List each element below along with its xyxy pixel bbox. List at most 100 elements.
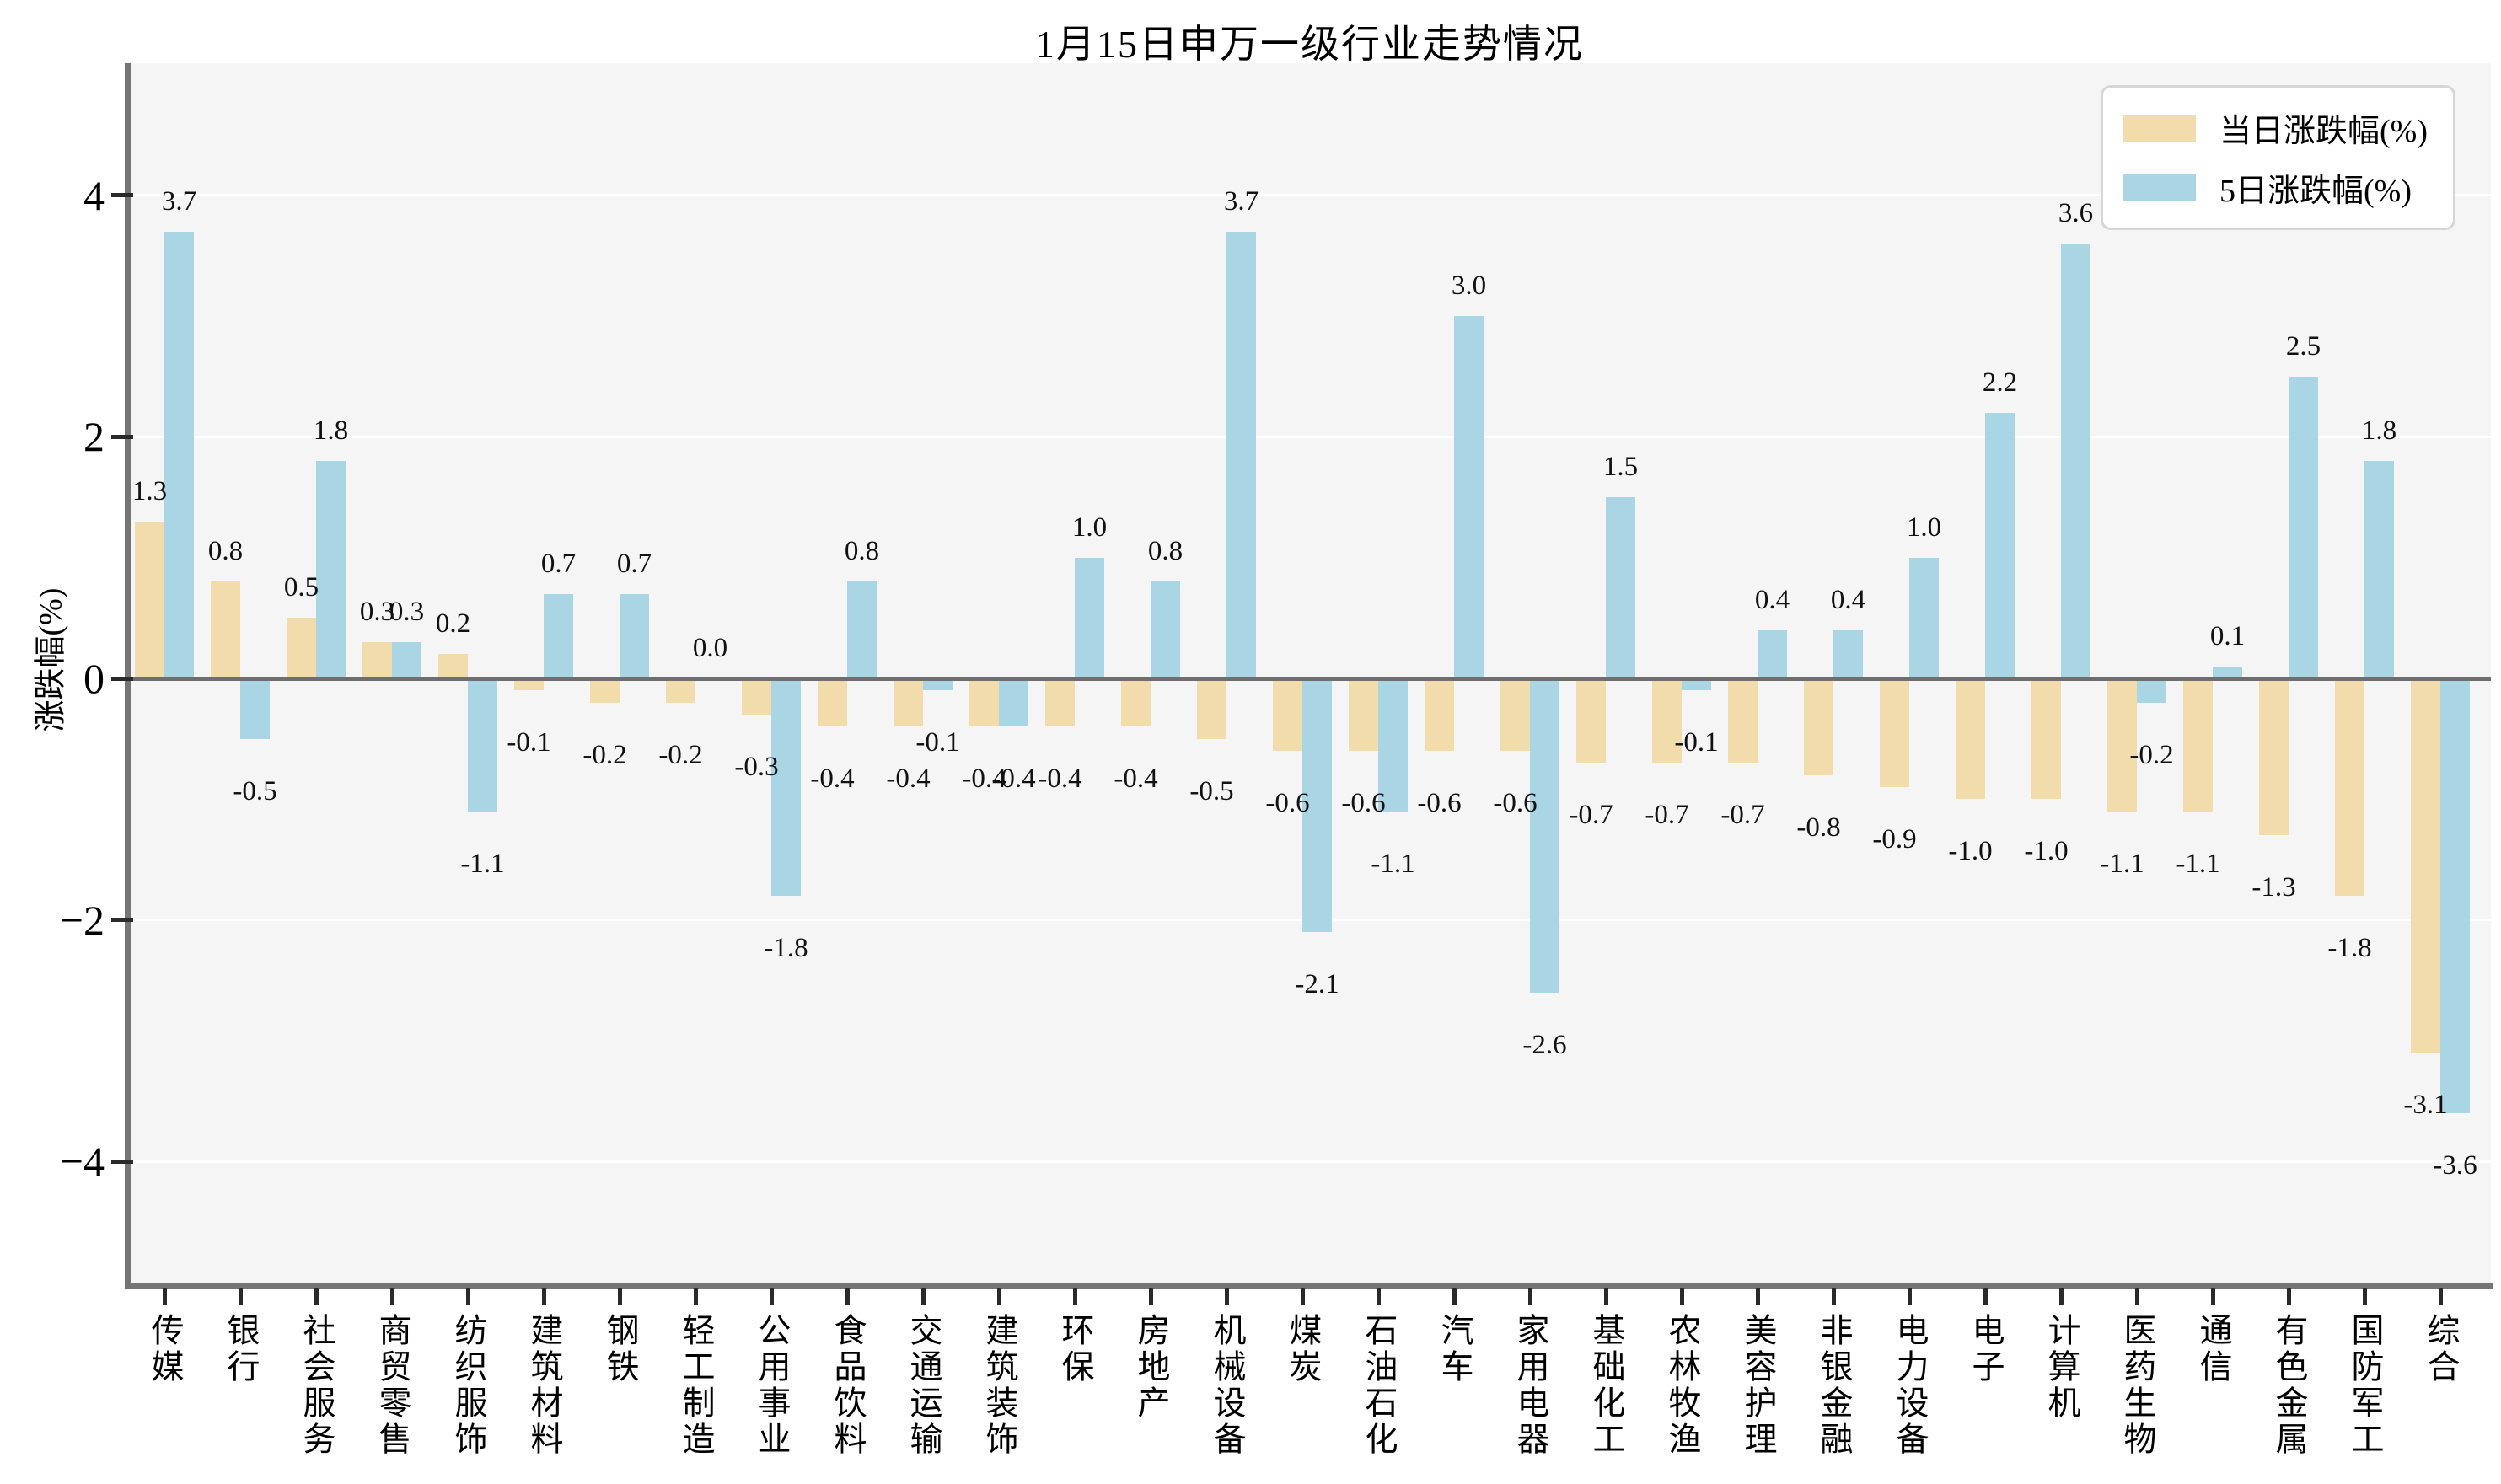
- x-tick-label-建筑材料: 建筑材料: [526, 1313, 562, 1458]
- bar-value-5day-家用电器: -2.6: [1522, 1029, 1567, 1060]
- bar-value-5day-非银金融: 0.4: [1830, 584, 1866, 615]
- bar-value-daily-轻工制造: -0.2: [658, 739, 703, 770]
- bar-5day-基础化工: [1606, 497, 1635, 678]
- bar-value-daily-煤炭: -0.6: [1265, 787, 1310, 818]
- bar-value-5day-食品饮料: 0.8: [844, 536, 880, 567]
- x-tick-轻工制造: [693, 1288, 698, 1305]
- y-tick-label-0: 0: [83, 655, 105, 702]
- bar-5day-建筑装饰: [999, 678, 1028, 727]
- bar-value-5day-煤炭: -2.1: [1295, 968, 1339, 999]
- bar-value-5day-交通运输: -0.1: [915, 727, 960, 758]
- bar-value-daily-食品饮料: -0.4: [810, 763, 855, 795]
- bar-daily-交通运输: [894, 678, 923, 727]
- bar-5day-商贸零售: [392, 642, 421, 678]
- bar-value-daily-国防军工: -1.8: [2327, 932, 2372, 963]
- bar-value-5day-钢铁: 0.7: [616, 548, 652, 579]
- bar-value-5day-有色金属: 2.5: [2285, 330, 2321, 362]
- bar-5day-医药生物: [2137, 678, 2166, 703]
- bar-daily-农林牧渔: [1652, 678, 1682, 763]
- bar-value-5day-石油石化: -1.1: [1371, 848, 1415, 879]
- bar-5day-国防军工: [2364, 461, 2394, 678]
- bar-value-5day-基础化工: 1.5: [1602, 452, 1639, 483]
- bar-daily-传媒: [135, 521, 164, 678]
- x-tick-机械设备: [1224, 1288, 1229, 1305]
- bar-value-daily-计算机: -1.0: [2024, 836, 2069, 867]
- bar-value-daily-石油石化: -0.6: [1341, 787, 1386, 818]
- bar-5day-机械设备: [1226, 231, 1256, 678]
- x-tick-国防军工: [2362, 1288, 2367, 1305]
- bar-5day-电力设备: [1909, 557, 1939, 678]
- legend-entry-1: 5日涨跌幅(%): [2123, 164, 2428, 211]
- bar-value-5day-环保: 1.0: [1071, 512, 1108, 543]
- bar-daily-环保: [1045, 678, 1075, 727]
- y-tick-0: [111, 676, 133, 681]
- x-tick-label-公用事业: 公用事业: [754, 1313, 790, 1458]
- bar-value-daily-通信: -1.1: [2176, 848, 2220, 879]
- x-tick-label-轻工制造: 轻工制造: [678, 1313, 714, 1458]
- bar-daily-汽车: [1425, 678, 1454, 751]
- x-tick-label-综合: 综合: [2423, 1313, 2459, 1385]
- x-tick-label-农林牧渔: 农林牧渔: [1664, 1313, 1700, 1458]
- bar-value-5day-电子: 2.2: [1982, 367, 2018, 398]
- bar-value-5day-建筑装饰: -0.4: [991, 763, 1036, 795]
- bar-value-daily-电子: -1.0: [1948, 836, 1993, 867]
- x-tick-基础化工: [1603, 1288, 1608, 1305]
- x-tick-煤炭: [1300, 1288, 1305, 1305]
- y-tick-2: [111, 434, 133, 439]
- x-tick-label-国防军工: 国防军工: [2347, 1313, 2383, 1458]
- bar-value-daily-医药生物: -1.1: [2100, 848, 2144, 879]
- bar-daily-国防军工: [2335, 678, 2364, 896]
- x-tick-钢铁: [617, 1288, 622, 1305]
- bar-daily-有色金属: [2259, 678, 2289, 836]
- x-tick-label-石油石化: 石油石化: [1361, 1313, 1397, 1458]
- bar-daily-商贸零售: [362, 642, 392, 678]
- bar-value-5day-美容护理: 0.4: [1754, 584, 1790, 615]
- bar-5day-建筑材料: [544, 593, 573, 678]
- x-tick-计算机: [2058, 1288, 2064, 1305]
- x-tick-label-机械设备: 机械设备: [1209, 1313, 1245, 1458]
- bar-5day-有色金属: [2289, 376, 2318, 678]
- bar-value-daily-公用事业: -0.3: [734, 751, 779, 782]
- gridline-4: [128, 194, 2491, 197]
- x-tick-公用事业: [769, 1288, 774, 1305]
- bar-daily-计算机: [2031, 678, 2061, 800]
- bar-daily-医药生物: [2107, 678, 2137, 812]
- bar-value-daily-传媒: 1.3: [131, 475, 168, 506]
- x-tick-label-环保: 环保: [1057, 1313, 1093, 1385]
- x-tick-建筑装饰: [996, 1288, 1001, 1305]
- x-tick-label-交通运输: 交通运输: [905, 1313, 942, 1458]
- zero-baseline: [128, 676, 2491, 681]
- legend-label-1: 5日涨跌幅(%): [2219, 174, 2412, 209]
- bar-5day-公用事业: [771, 678, 801, 896]
- legend-entry-0: 当日涨跌幅(%): [2123, 104, 2428, 151]
- x-tick-电力设备: [1907, 1288, 1912, 1305]
- x-tick-纺织服饰: [465, 1288, 470, 1305]
- bar-5day-通信: [2213, 666, 2242, 678]
- bar-value-5day-传媒: 3.7: [161, 185, 197, 217]
- plot-area: 1.3 3.7 0.8 -0.5 0.5 1.8 0.3 0.3 0.2 -1.1 -0.1 0.7 -…: [128, 63, 2491, 1286]
- bar-value-5day-商贸零售: 0.3: [389, 597, 425, 627]
- x-tick-label-电力设备: 电力设备: [1892, 1313, 1928, 1458]
- bar-daily-电力设备: [1880, 678, 1909, 787]
- x-tick-label-汽车: 汽车: [1436, 1313, 1473, 1385]
- y-tick--4: [111, 1159, 133, 1164]
- bar-5day-农林牧渔: [1682, 678, 1711, 691]
- bar-5day-美容护理: [1758, 629, 1787, 678]
- bar-daily-轻工制造: [666, 678, 695, 703]
- bar-daily-电子: [1956, 678, 1985, 800]
- x-tick-label-钢铁: 钢铁: [602, 1313, 638, 1385]
- bar-5day-电子: [1985, 412, 2015, 678]
- bar-value-daily-社会服务: 0.5: [283, 572, 319, 603]
- x-tick-食品饮料: [845, 1288, 850, 1305]
- x-tick-银行: [238, 1288, 243, 1305]
- bar-value-daily-商贸零售: 0.3: [359, 597, 395, 627]
- x-tick-label-房地产: 房地产: [1133, 1313, 1169, 1422]
- bar-value-daily-机械设备: -0.5: [1189, 775, 1234, 806]
- x-tick-石油石化: [1376, 1288, 1381, 1305]
- bar-value-5day-计算机: 3.6: [2058, 198, 2094, 229]
- bar-5day-交通运输: [923, 678, 953, 691]
- x-tick-交通运输: [920, 1288, 926, 1305]
- y-tick-label--4: −4: [59, 1138, 105, 1186]
- x-tick-label-煤炭: 煤炭: [1285, 1313, 1321, 1385]
